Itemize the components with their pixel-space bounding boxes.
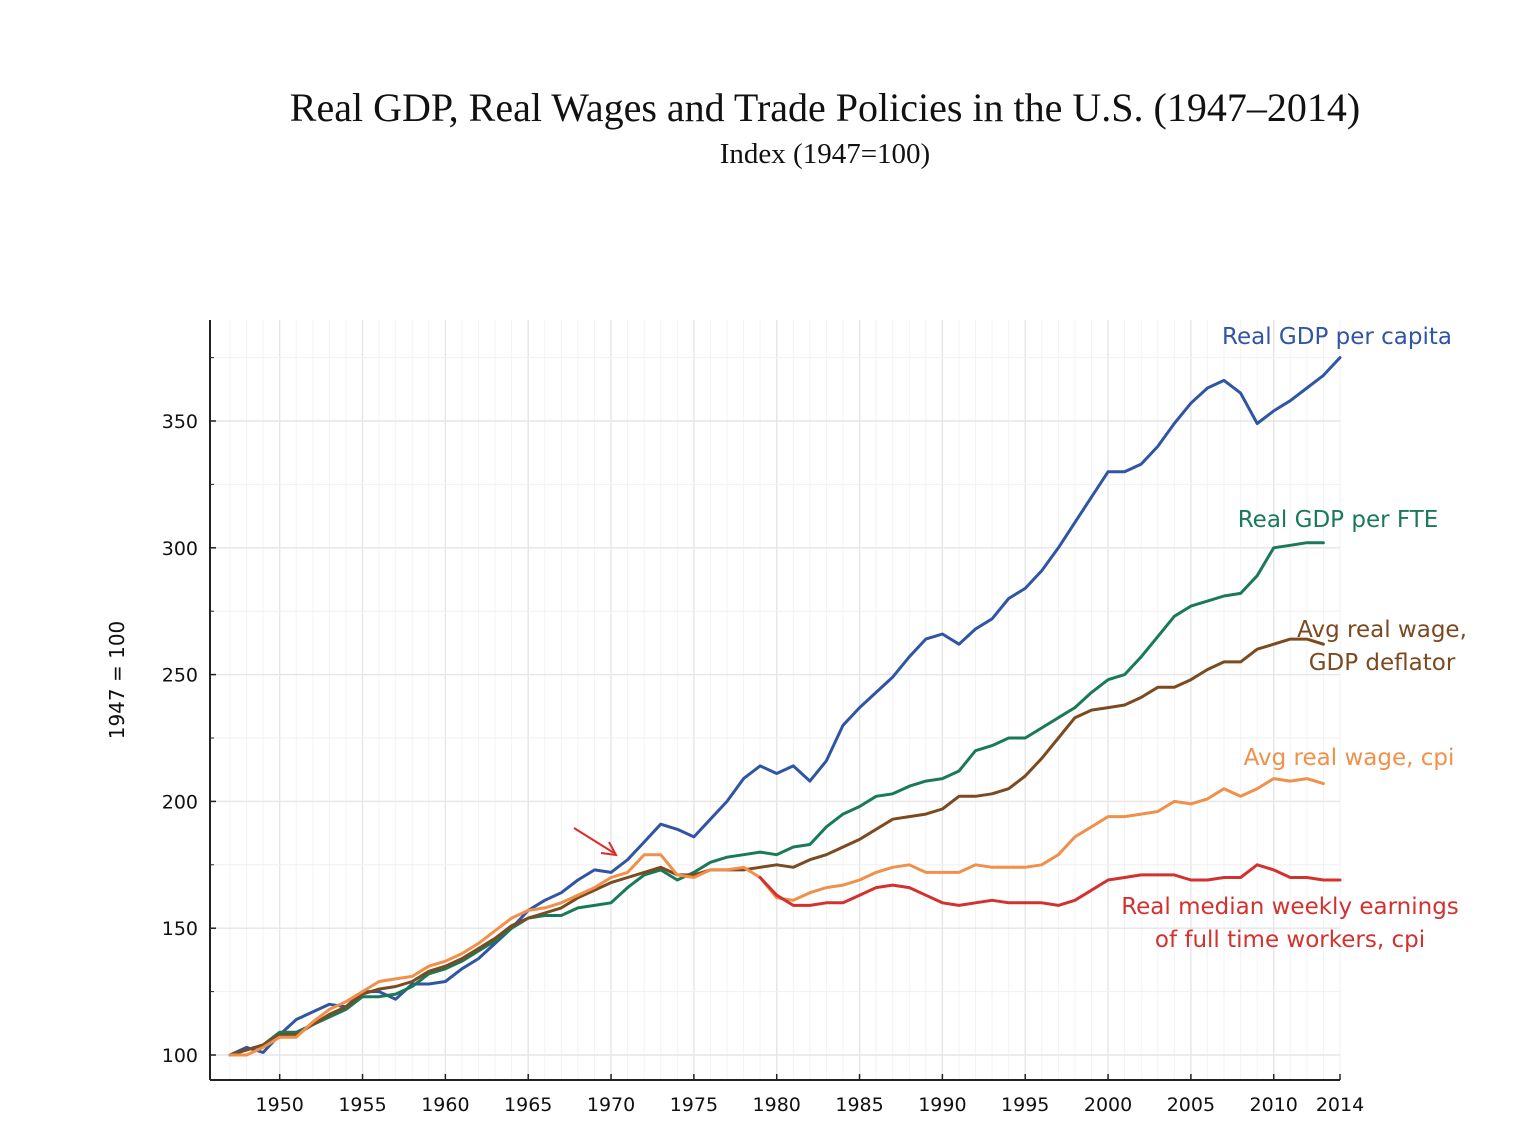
series-line-3	[228, 777, 1325, 1057]
series	[228, 356, 1342, 1057]
series-labels: Real GDP per capita Real GDP per FTE Avg r…	[1121, 324, 1467, 953]
x-tick-label: 2010	[1250, 1094, 1298, 1116]
series-label-line: of full time workers, cpi	[1155, 927, 1425, 953]
series-label-line: Real median weekly earnings	[1121, 894, 1459, 920]
series-line-4	[758, 863, 1342, 907]
x-tick-label: 2014	[1316, 1094, 1364, 1116]
x-tick-label: 1985	[835, 1094, 883, 1116]
y-tick-label: 300	[162, 538, 198, 560]
series-label-line: Real GDP per capita	[1222, 324, 1452, 350]
grid	[210, 320, 1341, 1080]
series-label-4: Real median weekly earnings of full time …	[1121, 894, 1459, 953]
y-tick-label: 150	[162, 918, 198, 940]
x-tick-label: 1995	[1001, 1094, 1049, 1116]
x-tick-label: 1990	[918, 1094, 966, 1116]
x-tick-label: 1960	[421, 1094, 469, 1116]
x-tick-label: 2005	[1167, 1094, 1215, 1116]
x-tick-label: 2000	[1084, 1094, 1132, 1116]
series-label-line: Real GDP per FTE	[1238, 507, 1439, 533]
series-label-line: Avg real wage,	[1297, 617, 1467, 643]
arrow-annotation	[573, 827, 618, 857]
series-line-1	[228, 541, 1325, 1057]
x-tick-label: 1980	[753, 1094, 801, 1116]
series-label-1: Real GDP per FTE	[1238, 507, 1439, 533]
x-tick-label: 1970	[587, 1094, 635, 1116]
y-tick-label: 100	[162, 1045, 198, 1067]
series-label-0: Real GDP per capita	[1222, 324, 1452, 350]
series-label-line: Avg real wage, cpi	[1244, 745, 1455, 771]
y-tick-label: 250	[162, 665, 198, 687]
ticks: 1950 1955 1960 1965 1970 1975 1980 1985 1990 1995…	[162, 357, 1364, 1116]
y-tick-label: 350	[162, 411, 198, 433]
y-tick-label: 200	[162, 791, 198, 813]
x-tick-label: 1975	[670, 1094, 718, 1116]
chart-title: Real GDP, Real Wages and Trade Policies …	[289, 85, 1361, 130]
series-label-line: GDP deflator	[1309, 650, 1456, 676]
series-label-3: Avg real wage, cpi	[1244, 745, 1455, 771]
x-tick-label: 1965	[504, 1094, 552, 1116]
x-tick-label: 1950	[256, 1094, 304, 1116]
arrow-head	[600, 841, 618, 857]
series-label-2: Avg real wage, GDP deflator	[1297, 617, 1467, 676]
chart-subtitle: Index (1947=100)	[719, 138, 931, 170]
x-tick-label: 1955	[338, 1094, 386, 1116]
axes	[209, 320, 1340, 1081]
y-axis-label: 1947 = 100	[105, 621, 129, 740]
series-line-2	[228, 637, 1325, 1057]
arrow-shaft	[573, 827, 615, 854]
